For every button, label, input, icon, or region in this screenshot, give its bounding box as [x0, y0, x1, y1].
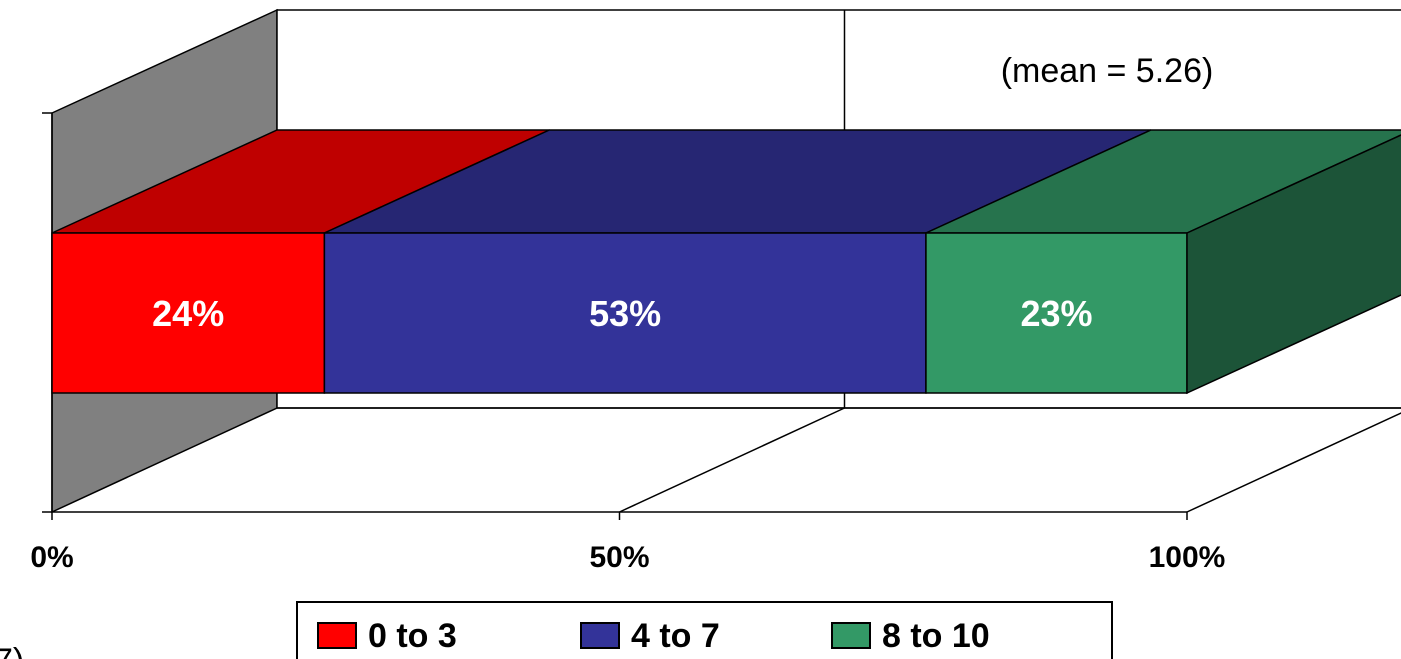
bar-front-face: [323, 232, 927, 394]
x-tick-label: 50%: [589, 541, 649, 574]
legend-swatch: [317, 622, 357, 649]
x-tick-label: 0%: [30, 541, 73, 574]
data-label: 53%: [589, 293, 661, 334]
data-label: 23%: [1020, 293, 1092, 334]
legend: 0 to 3 4 to 7 8 to 10: [296, 601, 1113, 659]
bar-side-face: [1186, 134, 1401, 395]
bar-segment-3: 23%: [925, 129, 1401, 395]
gridline-floor: [1186, 412, 1401, 513]
legend-label: 4 to 7: [631, 617, 720, 655]
legend-item-2: 4 to 7: [580, 617, 720, 655]
bar-front-face: [51, 232, 326, 394]
legend-swatch: [831, 622, 871, 649]
legend-swatch: [580, 622, 620, 649]
partial-left-text: 7): [0, 642, 24, 659]
legend-label: 0 to 3: [368, 617, 457, 655]
bar-segment-2: 53%: [323, 129, 1152, 394]
data-label: 24%: [152, 293, 224, 334]
gridline-floor: [619, 407, 845, 513]
x-tick-label: 100%: [1149, 541, 1226, 574]
bar-front-face: [925, 232, 1188, 394]
legend-item-3: 8 to 10: [831, 617, 990, 655]
legend-item-1: 0 to 3: [317, 617, 457, 655]
legend-box: [296, 601, 1113, 659]
legend-label: 8 to 10: [882, 617, 990, 655]
mean-annotation: (mean = 5.26): [1001, 52, 1214, 90]
bar-segment-1: 24%: [51, 129, 550, 394]
